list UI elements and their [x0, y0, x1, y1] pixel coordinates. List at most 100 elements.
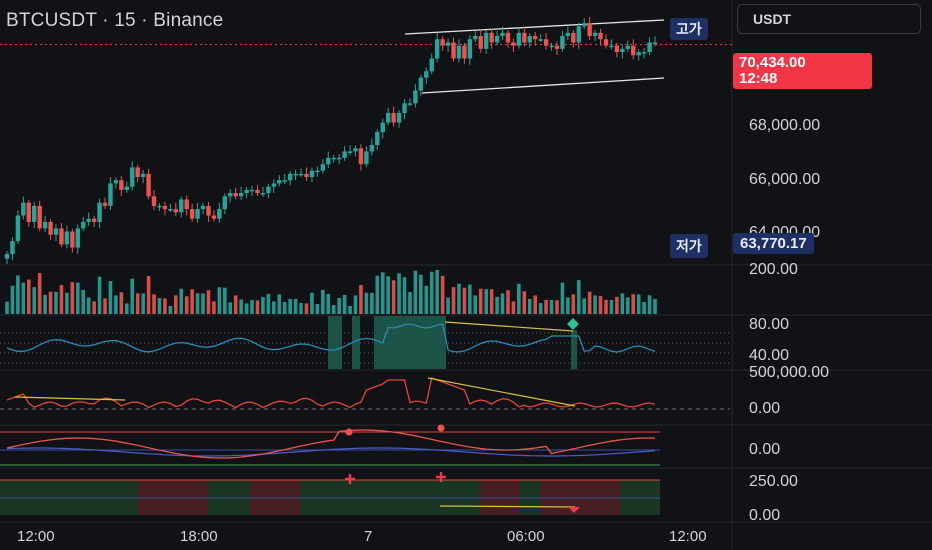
volume-bar: [228, 302, 233, 314]
volume-bar: [75, 282, 80, 314]
volume-bar: [582, 298, 587, 314]
volume-bar: [609, 300, 614, 314]
volume-bar: [157, 298, 162, 314]
volume-bar: [533, 295, 538, 314]
volume-bar: [615, 296, 619, 314]
volume-bar: [506, 290, 510, 314]
candle-body: [347, 151, 353, 153]
volume-bar: [598, 295, 603, 314]
volume-bar: [108, 281, 113, 314]
candle-body: [603, 39, 609, 46]
candle-body: [576, 26, 581, 43]
osc-lower-label: 40.00: [749, 347, 790, 364]
candle-body: [445, 42, 451, 46]
candle-body: [228, 193, 233, 197]
volume-bar: [135, 293, 140, 314]
volume-bar: [70, 282, 75, 314]
candle-body: [75, 228, 80, 248]
candle-body: [527, 36, 532, 43]
candle-body: [609, 45, 614, 48]
volume-bar: [424, 285, 429, 314]
candle-body: [255, 189, 260, 194]
volume-bar: [337, 298, 341, 314]
candle-body: [102, 202, 108, 206]
candle-body: [538, 39, 543, 41]
channel-lower-line: [421, 77, 665, 94]
candle-body: [244, 189, 249, 194]
candle-body: [282, 180, 287, 182]
volume-bar: [484, 289, 488, 314]
low-value-tag: 63,770.17: [733, 233, 814, 254]
panel3-top-label: 500,000.00: [749, 364, 830, 381]
candle-body: [429, 58, 434, 72]
candle-body: [277, 180, 282, 184]
candle-body: [326, 157, 331, 165]
time-label-0600: 06:00: [507, 528, 545, 545]
volume-bar: [571, 294, 576, 314]
price-tick-68000: 68,000.00: [749, 117, 821, 134]
candle-body: [385, 112, 391, 123]
volume-bar: [457, 283, 461, 314]
volume-bar: [544, 299, 548, 314]
candle-body: [48, 221, 53, 235]
candle-body: [91, 218, 97, 222]
volume-bar: [261, 297, 265, 314]
volume-bar: [555, 300, 559, 314]
volume-bar: [478, 288, 483, 314]
volume-bar: [201, 293, 205, 314]
volume-bar: [468, 284, 472, 314]
volume-bar: [560, 282, 565, 314]
candle-body: [217, 209, 222, 219]
volume-bar: [130, 278, 135, 314]
candle-body: [32, 205, 37, 222]
volume-bar: [587, 291, 592, 314]
candle-body: [358, 148, 364, 165]
time-label-day7: 7: [364, 528, 373, 545]
candle-body: [353, 148, 358, 152]
panel5-top-label: 250.00: [749, 473, 798, 490]
candle-body: [571, 32, 576, 43]
volume-bar: [631, 294, 636, 314]
candle-body: [554, 45, 560, 49]
volume-bar: [168, 306, 173, 314]
candle-body: [364, 151, 369, 165]
candle-body: [184, 199, 189, 210]
volume-bar: [576, 280, 581, 314]
volume-bar: [446, 297, 450, 314]
candle-body: [81, 221, 86, 229]
high-marker-tag: 고가: [670, 18, 708, 40]
volume-bar: [489, 289, 494, 314]
volume-bar: [326, 293, 331, 314]
volume-bar: [375, 275, 380, 314]
volume-bar: [386, 276, 390, 314]
candle-body: [582, 23, 587, 27]
volume-bar: [195, 293, 200, 314]
candle-body: [119, 180, 124, 190]
volume-bar: [146, 276, 151, 314]
candle-body: [320, 164, 326, 171]
volume-bar: [380, 272, 385, 314]
volume-bar: [566, 297, 570, 314]
volume-bar: [364, 292, 369, 314]
candle-body: [614, 45, 620, 53]
volume-bar: [152, 294, 156, 314]
volume-axis-label: 200.00: [749, 261, 798, 278]
volume-bar: [141, 293, 145, 314]
candle-body: [456, 45, 462, 59]
candle-body: [97, 202, 102, 222]
candle-body: [249, 189, 255, 192]
volume-bar: [348, 306, 352, 314]
volume-bar: [342, 294, 347, 314]
candle-body: [342, 151, 347, 158]
candle-body: [565, 32, 571, 37]
osc-divergence-line: [444, 321, 574, 332]
panel3-divergence-line-a: [14, 396, 126, 401]
panel5-cross-marker: [436, 472, 446, 482]
candle-body: [560, 36, 565, 49]
candle-body: [21, 202, 26, 216]
volume-bar: [315, 304, 320, 314]
currency-selector[interactable]: USDT: [737, 4, 921, 34]
candle-body: [462, 45, 467, 59]
